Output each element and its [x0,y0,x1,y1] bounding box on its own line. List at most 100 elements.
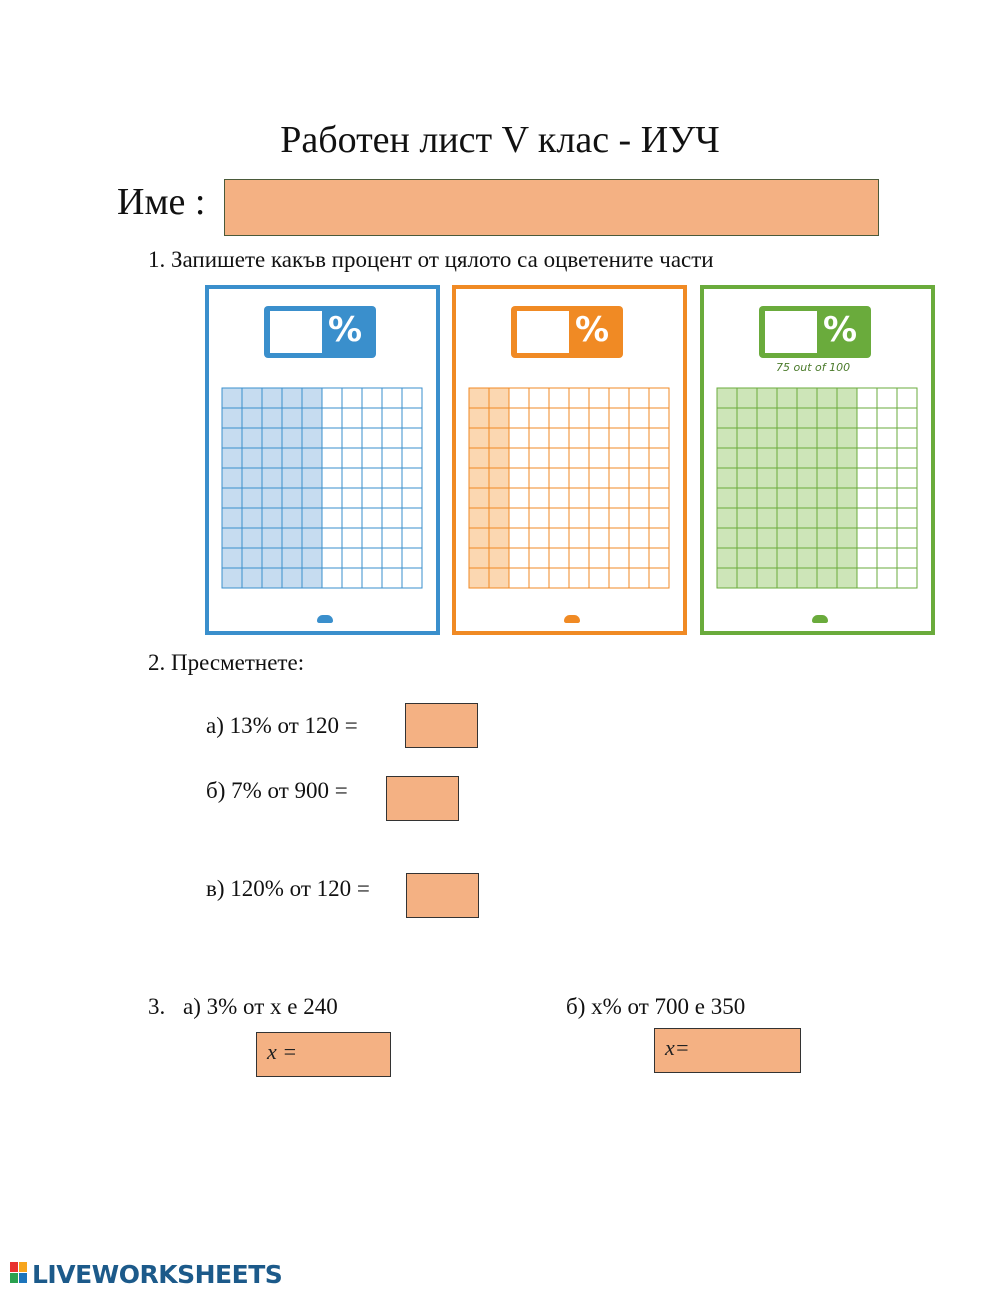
grid-cell [856,527,878,549]
grid-cell [876,487,898,509]
grid-cell [508,527,530,549]
grid-cell [716,507,738,529]
grid-cell [381,547,403,569]
grid-cell [301,387,323,409]
grid-cell [896,507,918,529]
grid-cell [568,567,590,589]
grid-cell [608,447,630,469]
name-input[interactable] [224,179,879,236]
grid-cell [796,567,818,589]
grid-cell [876,547,898,569]
grid-cell [241,547,263,569]
grid-cell [736,567,758,589]
grid-cell [321,487,343,509]
grid-cell [281,467,303,489]
grid-cell [548,547,570,569]
grid-cell [588,407,610,429]
grid-cell [588,427,610,449]
grid-cell [628,387,650,409]
grid-cell [608,507,630,529]
grid-cell [488,527,510,549]
grid-cell [301,427,323,449]
grid-cell [321,427,343,449]
grid-cell [716,547,738,569]
grid-cell [341,487,363,509]
grid-cell [488,447,510,469]
grid-cell [896,387,918,409]
grid-cell [508,387,530,409]
name-label: Име : [117,181,206,223]
grid-cell [876,467,898,489]
grid-cell [588,387,610,409]
grid-cell [468,407,490,429]
grid-cell [281,567,303,589]
grid-cell [341,527,363,549]
grid-cell [508,427,530,449]
grid-cell [261,547,283,569]
percent-answer-input[interactable] [517,311,569,353]
grid-cell [856,387,878,409]
q2c-answer-input[interactable] [406,873,479,918]
grid-cell [281,547,303,569]
grid-cell [261,387,283,409]
hundred-grid [221,387,423,589]
liveworksheets-logo-text: LIVEWORKSHEETS [32,1260,283,1289]
q3b-answer-input[interactable]: x= [654,1028,801,1073]
grid-cell [381,447,403,469]
grid-cell [836,547,858,569]
grid-cell [241,467,263,489]
q3a-answer-input[interactable]: x = [256,1032,391,1077]
q2b-answer-input[interactable] [386,776,459,821]
grid-cell [341,507,363,529]
grid-cell [361,427,383,449]
grid-cell [221,527,243,549]
grid-cell [221,407,243,429]
q2a-answer-input[interactable] [405,703,478,748]
grid-cell [816,467,838,489]
grid-cell [856,407,878,429]
percent-answer-input[interactable] [765,311,817,353]
grid-cell [568,387,590,409]
percent-sign: % [823,310,858,350]
grid-cell [528,547,550,569]
grid-cell [381,467,403,489]
grid-cell [361,467,383,489]
grid-cell [776,507,798,529]
grid-cell [776,427,798,449]
grid-cell [401,527,423,549]
grid-cell [876,507,898,529]
grid-cell [776,447,798,469]
grid-cell [528,567,550,589]
q3a-label: а) 3% от x е 240 [183,994,338,1019]
grid-cell [241,407,263,429]
grid-cell [896,567,918,589]
grid-cell [608,427,630,449]
grid-cell [896,407,918,429]
grid-cell [488,387,510,409]
grid-cell [508,467,530,489]
grid-cell [381,567,403,589]
grid-cell [281,387,303,409]
grid-cell [836,527,858,549]
grid-cell [796,447,818,469]
grid-cell [836,407,858,429]
grid-cell [628,567,650,589]
grid-cell [736,487,758,509]
grid-cell [648,447,670,469]
grid-cell [221,507,243,529]
percent-sign: % [328,310,363,350]
grid-cell [301,547,323,569]
grid-cell [896,467,918,489]
grid-cell [816,387,838,409]
grid-cell [361,547,383,569]
grid-cell [301,567,323,589]
grid-cell [468,487,490,509]
grid-cell [568,427,590,449]
percent-answer-input[interactable] [270,311,322,353]
grid-cell [548,467,570,489]
grid-cell [856,487,878,509]
grid-cell [301,447,323,469]
grid-cell [361,387,383,409]
hundred-grid [468,387,670,589]
grid-cell [588,487,610,509]
